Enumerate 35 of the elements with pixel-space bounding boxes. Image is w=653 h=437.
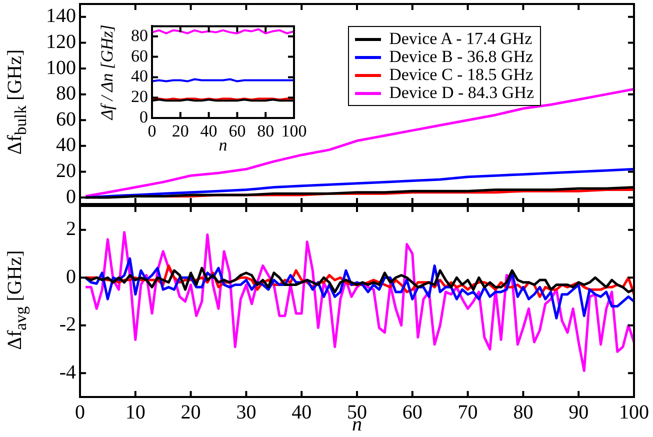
y-tick-label: 0 bbox=[66, 186, 76, 208]
x-axis-title: n bbox=[218, 135, 228, 154]
y-tick-label: 60 bbox=[131, 46, 148, 66]
x-tick-label: 20 bbox=[172, 122, 189, 141]
y-tick-label: 20 bbox=[56, 160, 76, 182]
x-tick-label: 80 bbox=[513, 401, 534, 424]
legend-label: Device D - 84.3 GHz bbox=[389, 83, 534, 102]
y-tick-label: 0 bbox=[140, 107, 148, 126]
x-tick-label: 40 bbox=[200, 122, 218, 141]
y-tick-label: -2 bbox=[59, 314, 76, 336]
y-tick-label: 2 bbox=[66, 218, 76, 240]
y-tick-label: 80 bbox=[56, 82, 76, 105]
x-tick-label: 30 bbox=[236, 401, 256, 424]
y-tick-label: 140 bbox=[46, 5, 76, 28]
legend-label: Device C - 18.5 GHz bbox=[389, 65, 534, 84]
y-axis-title: Δf / Δn [GHz] bbox=[98, 24, 117, 121]
y-tick-label: 40 bbox=[131, 66, 148, 86]
x-tick-label: 80 bbox=[257, 122, 274, 141]
y-tick-label: 100 bbox=[46, 56, 76, 79]
legend-label: Device A - 17.4 GHz bbox=[389, 29, 532, 48]
x-tick-label: 60 bbox=[228, 122, 246, 141]
x-tick-label: 60 bbox=[402, 401, 422, 424]
legend-label: Device B - 36.8 GHz bbox=[389, 47, 534, 66]
x-tick-label: 100 bbox=[619, 401, 649, 424]
x-tick-label: 90 bbox=[568, 401, 589, 424]
y-tick-label: 20 bbox=[131, 87, 148, 106]
y-tick-label: -4 bbox=[59, 361, 76, 384]
x-tick-label: 10 bbox=[125, 401, 146, 424]
x-tick-label: 70 bbox=[458, 401, 478, 424]
x-tick-label: 20 bbox=[180, 401, 201, 424]
x-tick-label: 40 bbox=[292, 401, 312, 424]
y-tick-label: 80 bbox=[131, 26, 148, 45]
x-tick-label: 100 bbox=[281, 122, 307, 141]
y-tick-label: 120 bbox=[46, 30, 76, 53]
y-tick-label: 0 bbox=[66, 266, 76, 288]
